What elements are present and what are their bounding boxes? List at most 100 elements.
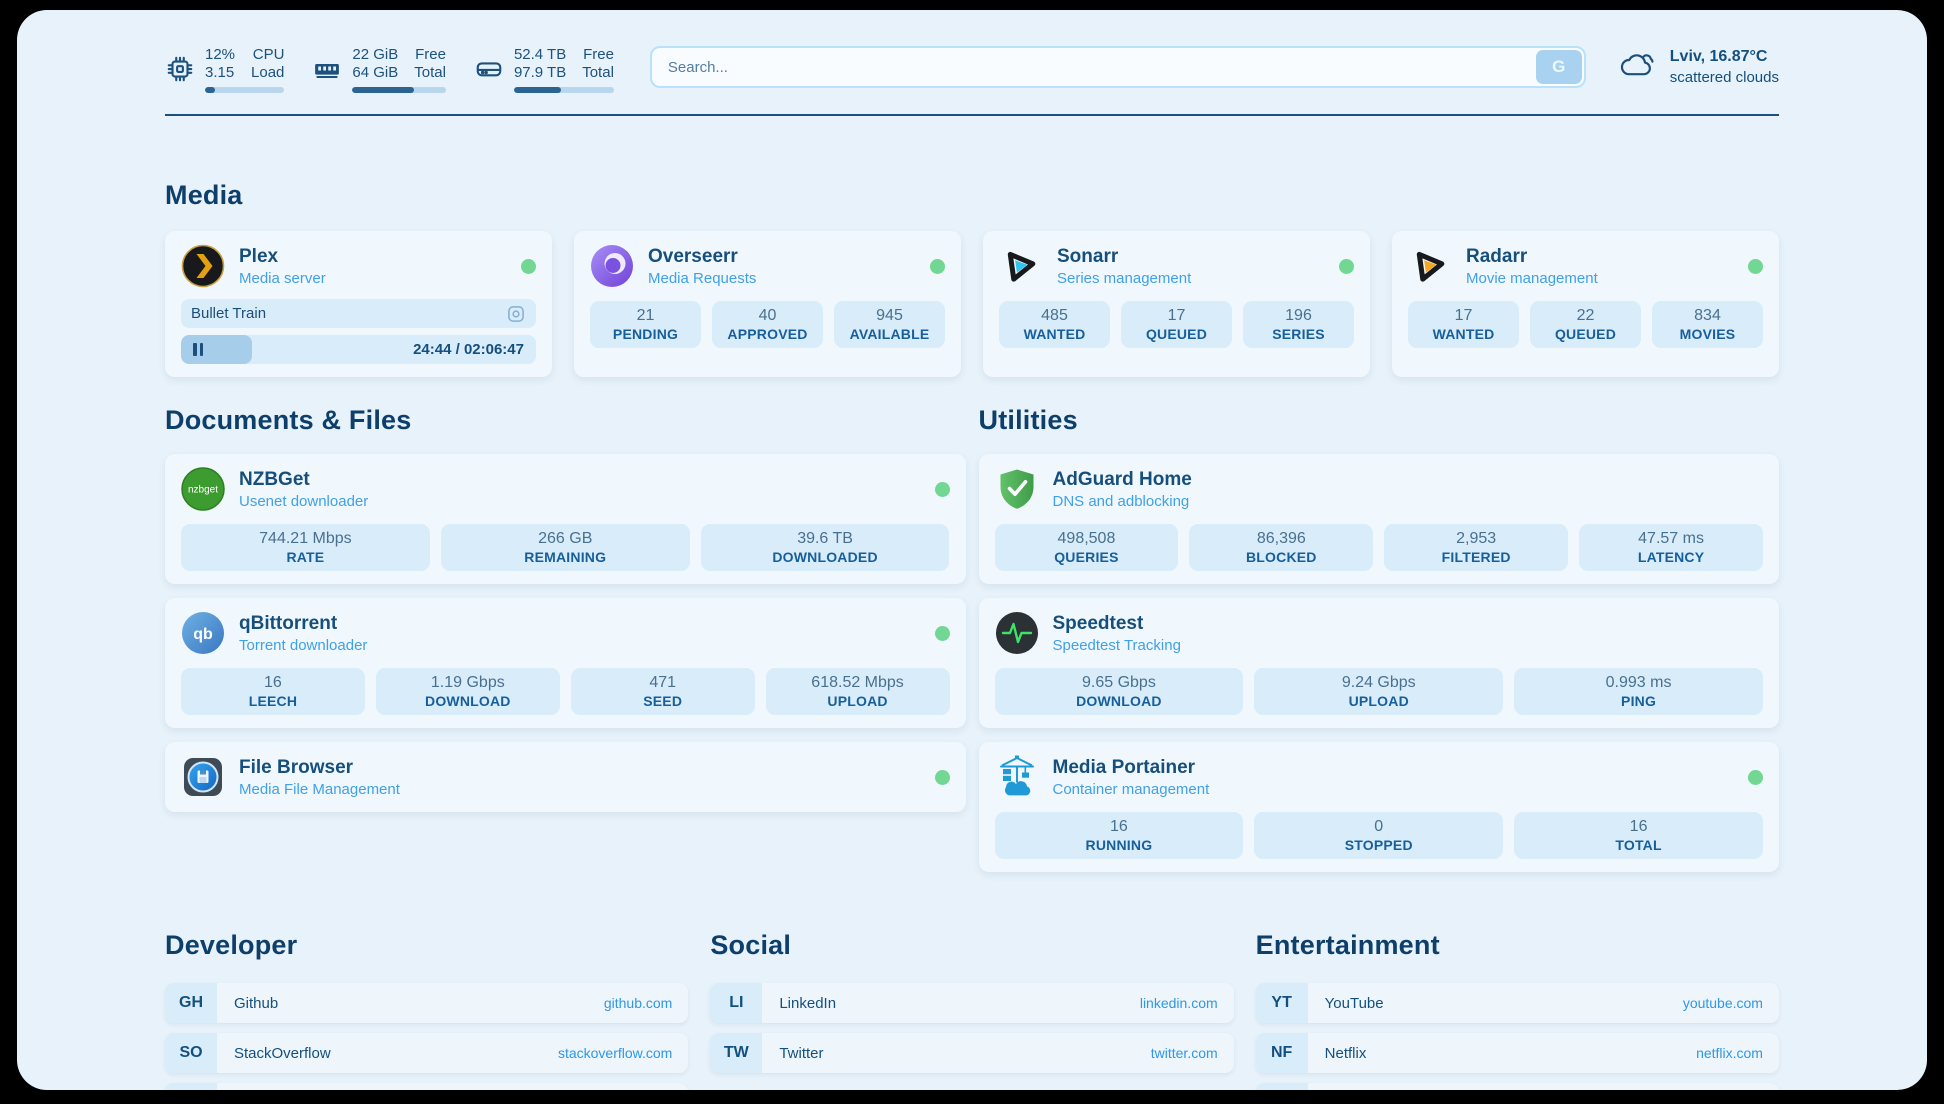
stat-approved: 40 APPROVED bbox=[712, 301, 823, 348]
search-engine-button[interactable]: G bbox=[1535, 50, 1582, 84]
disk-total-label: Total bbox=[582, 63, 614, 81]
stat-downloaded: 39.6 TB DOWNLOADED bbox=[700, 524, 950, 571]
app-title: File Browser bbox=[239, 756, 354, 778]
memory-total-value: 64 GiB bbox=[352, 63, 399, 81]
app-subtitle: Movie management bbox=[1466, 269, 1598, 287]
status-online-dot bbox=[521, 258, 536, 274]
bookmark-reddit[interactable]: RE Reddit reddit.com bbox=[1255, 1083, 1779, 1090]
bookmark-url: youtube.com bbox=[1682, 995, 1763, 1011]
weather-condition: scattered clouds bbox=[1669, 69, 1779, 86]
app-card-adguard[interactable]: AdGuard Home DNS and adblocking 498,508 … bbox=[978, 454, 1779, 584]
stat-available: 945 AVAILABLE bbox=[834, 301, 945, 348]
qbittorrent-logo-icon: qb bbox=[181, 611, 225, 655]
status-online-dot bbox=[934, 769, 950, 785]
playback-time: 24:44 / 02:06:47 bbox=[413, 341, 524, 358]
utilities-column: Utilities bbox=[978, 405, 1779, 872]
bookmark-url: stackoverflow.com bbox=[557, 1045, 673, 1061]
ram-icon bbox=[312, 54, 342, 84]
bookmark-abbr: SO bbox=[165, 1033, 217, 1073]
sonarr-logo-icon bbox=[999, 244, 1043, 288]
stat-series: 196 SERIES bbox=[1243, 301, 1354, 348]
status-online-dot bbox=[934, 481, 950, 497]
app-title: Speedtest bbox=[1052, 612, 1144, 634]
bookmark-url: twitter.com bbox=[1150, 1045, 1218, 1061]
app-card-overseerr[interactable]: Overseerr Media Requests 21 PENDING 40 A… bbox=[574, 231, 961, 377]
status-online-dot bbox=[934, 625, 950, 641]
social-column: Social LI LinkedIn linkedin.com TW Twitt… bbox=[710, 930, 1234, 1090]
bookmark-youtube[interactable]: YT YouTube youtube.com bbox=[1255, 983, 1779, 1023]
disk-free-label: Free bbox=[583, 45, 614, 63]
status-online-dot bbox=[1748, 769, 1763, 785]
bookmark-abbr: RE bbox=[1255, 1083, 1308, 1090]
stat-seed: 471 SEED bbox=[570, 668, 755, 715]
bookmark-stackoverflow[interactable]: SO StackOverflow stackoverflow.com bbox=[165, 1033, 689, 1073]
bookmark-name: YouTube bbox=[1324, 994, 1384, 1012]
section-title-documents: Documents & Files bbox=[165, 405, 412, 435]
header-divider bbox=[165, 114, 1779, 116]
stat-running: 16 RUNNING bbox=[994, 812, 1244, 859]
app-card-nzbget[interactable]: nzbget NZBGet Usenet downloader 74 bbox=[165, 454, 966, 584]
app-card-plex[interactable]: Plex Media server Bullet Train bbox=[165, 231, 552, 377]
stat-stopped: 0 STOPPED bbox=[1254, 812, 1504, 859]
memory-free-label: Free bbox=[415, 45, 446, 63]
header-bar: 12% 3.15 CPU Load bbox=[165, 10, 1779, 98]
app-title: Radarr bbox=[1466, 245, 1528, 267]
stat-wanted: 17 WANTED bbox=[1408, 301, 1519, 348]
stat-movies: 834 MOVIES bbox=[1652, 301, 1763, 348]
media-cards-row: Plex Media server Bullet Train bbox=[165, 231, 1779, 377]
memory-widget: 22 GiB 64 GiB Free Total bbox=[312, 46, 446, 93]
bookmark-name: Netflix bbox=[1324, 1044, 1367, 1062]
cloud-icon bbox=[1618, 45, 1658, 90]
app-card-qbittorrent[interactable]: qb qBittorrent Torrent downloader bbox=[165, 598, 966, 728]
dashboard-page: 12% 3.15 CPU Load bbox=[17, 10, 1927, 1090]
bookmark-twitter[interactable]: TW Twitter twitter.com bbox=[710, 1033, 1234, 1073]
stat-queries: 498,508 QUERIES bbox=[994, 524, 1179, 571]
app-subtitle: Torrent downloader bbox=[239, 636, 368, 654]
pause-icon bbox=[193, 343, 203, 356]
status-online-dot bbox=[1339, 258, 1354, 274]
bookmark-linkedin[interactable]: LI LinkedIn linkedin.com bbox=[710, 983, 1234, 1023]
system-widgets: 12% 3.15 CPU Load bbox=[165, 46, 614, 93]
bookmark-url: netflix.com bbox=[1696, 1045, 1763, 1061]
stat-upload: 618.52 Mbps UPLOAD bbox=[765, 668, 950, 715]
bookmark-url: linkedin.com bbox=[1139, 995, 1218, 1011]
stat-wanted: 485 WANTED bbox=[999, 301, 1110, 348]
disk-widget: 52.4 TB 97.9 TB Free Total bbox=[474, 46, 614, 93]
app-card-radarr[interactable]: Radarr Movie management 17 WANTED 22 QUE… bbox=[1392, 231, 1779, 377]
svg-text:qb: qb bbox=[193, 626, 213, 643]
section-title-media: Media bbox=[165, 180, 243, 210]
stat-queued: 17 QUEUED bbox=[1121, 301, 1232, 348]
app-subtitle: Series management bbox=[1057, 269, 1192, 287]
app-title: Media Portainer bbox=[1052, 756, 1196, 778]
app-subtitle: Container management bbox=[1052, 780, 1210, 798]
bookmark-abbr: GH bbox=[165, 983, 217, 1023]
stat-upload: 9.24 Gbps UPLOAD bbox=[1254, 668, 1504, 715]
stat-download: 9.65 Gbps DOWNLOAD bbox=[994, 668, 1244, 715]
app-title: AdGuard Home bbox=[1052, 468, 1192, 490]
disk-total-value: 97.9 TB bbox=[513, 63, 567, 81]
plex-logo-icon bbox=[181, 244, 225, 288]
app-title: NZBGet bbox=[239, 468, 310, 490]
app-card-filebrowser[interactable]: File Browser Media File Management bbox=[165, 742, 966, 812]
search-input[interactable] bbox=[649, 46, 1586, 88]
app-card-sonarr[interactable]: Sonarr Series management 485 WANTED 17 Q… bbox=[983, 231, 1370, 377]
bookmark-netflix[interactable]: NF Netflix netflix.com bbox=[1255, 1033, 1779, 1073]
app-card-portainer[interactable]: Media Portainer Container management 16 … bbox=[978, 742, 1779, 872]
portainer-logo-icon bbox=[995, 755, 1039, 799]
stat-latency: 47.57 ms LATENCY bbox=[1579, 524, 1763, 571]
cpu-progress-bar bbox=[205, 86, 285, 93]
cpu-load-value: 3.15 bbox=[205, 63, 235, 81]
playback-progress-bar: 24:44 / 02:06:47 bbox=[181, 335, 536, 364]
bookmark-github[interactable]: GH Github github.com bbox=[165, 983, 689, 1023]
disk-icon bbox=[474, 54, 504, 84]
entertainment-column: Entertainment YT YouTube youtube.com NF … bbox=[1255, 930, 1779, 1090]
cpu-label: CPU bbox=[252, 45, 285, 63]
camera-icon[interactable] bbox=[506, 304, 526, 324]
weather-widget: Lviv, 16.87°C scattered clouds bbox=[1618, 45, 1779, 90]
section-title-social: Social bbox=[710, 930, 792, 960]
bookmark-abbr: LI bbox=[710, 983, 763, 1023]
app-card-speedtest[interactable]: Speedtest Speedtest Tracking 9.65 Gbps D… bbox=[978, 598, 1779, 728]
stat-filtered: 2,953 FILTERED bbox=[1384, 524, 1569, 571]
stat-ping: 0.993 ms PING bbox=[1514, 668, 1763, 715]
bookmark-dev[interactable]: DT DEV dev.to bbox=[165, 1083, 689, 1090]
